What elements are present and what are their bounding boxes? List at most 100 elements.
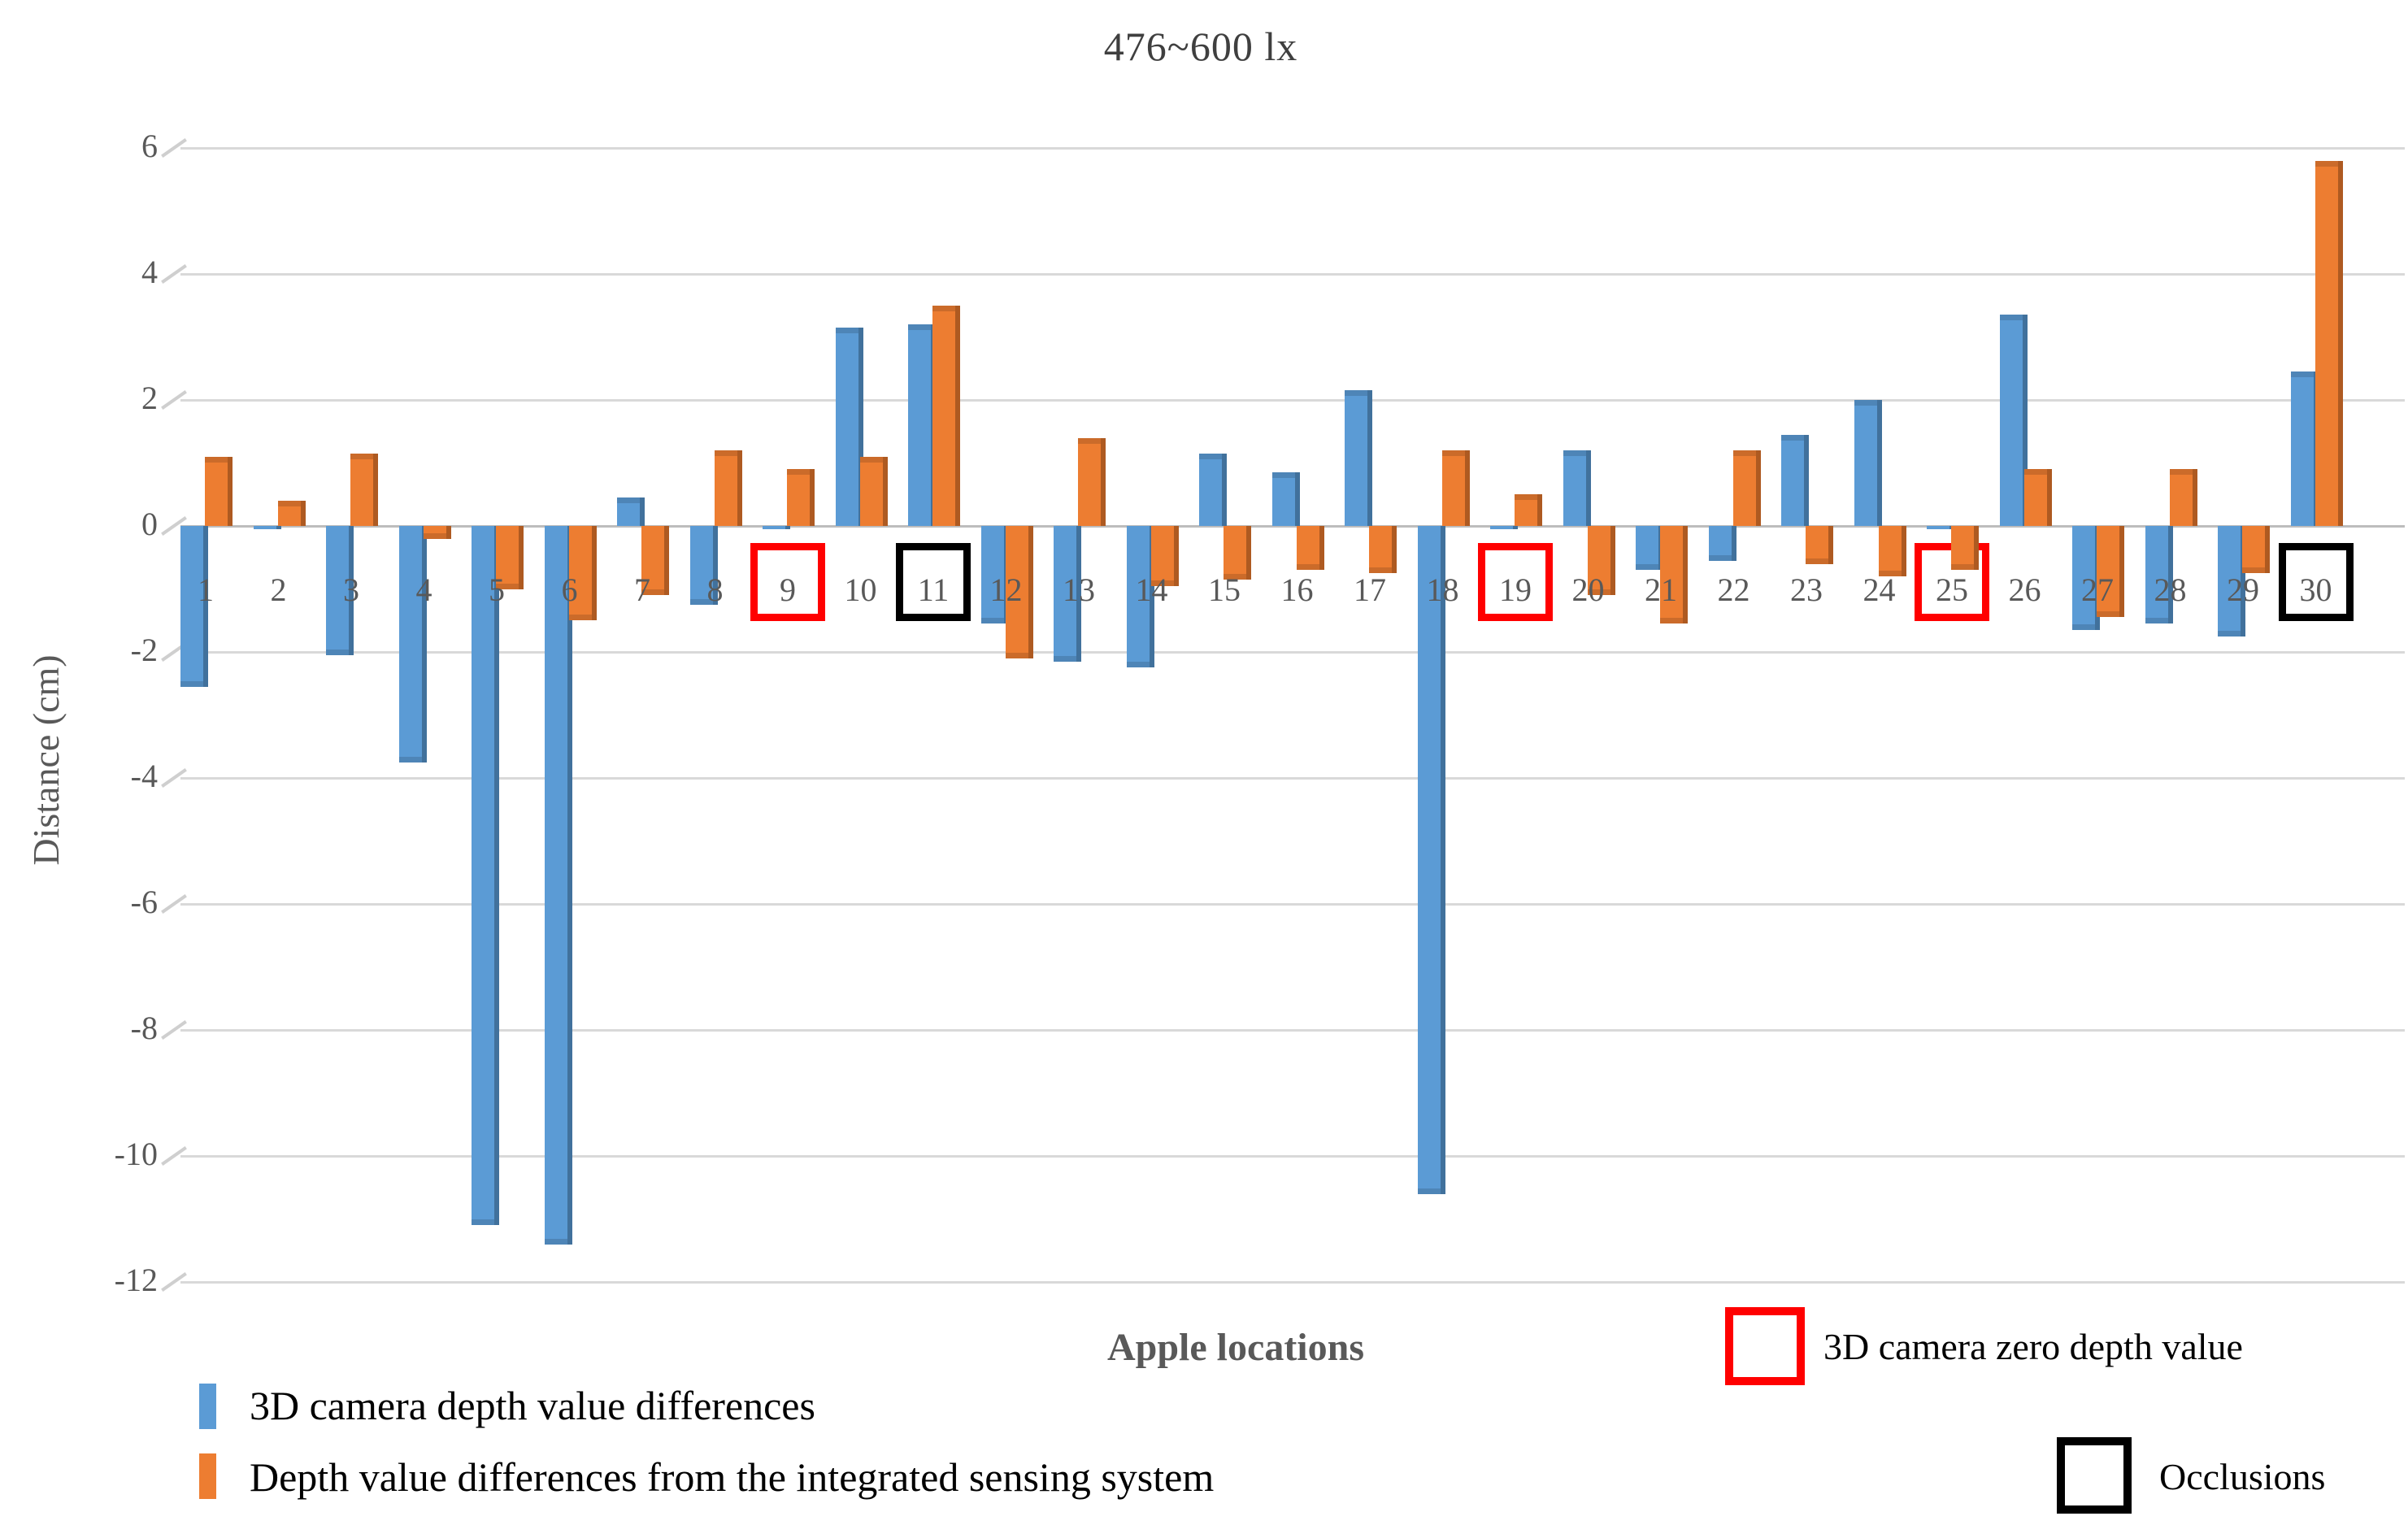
bar-cap	[1054, 655, 1076, 662]
y-tick-label: -6	[130, 884, 158, 920]
bar-cap	[326, 649, 349, 655]
bar	[544, 526, 572, 1245]
black-highlight-box	[2278, 543, 2354, 621]
bar-cap	[1999, 315, 2023, 321]
bar-cap	[2072, 623, 2095, 630]
bar	[1345, 390, 1372, 526]
bar	[1199, 453, 1227, 526]
bar-cap	[2218, 630, 2241, 637]
gridline	[180, 1029, 2405, 1032]
bar	[253, 526, 281, 529]
bar-cap	[205, 456, 228, 463]
x-tick-label: 22	[1717, 571, 1750, 608]
bar-cap	[2145, 618, 2168, 624]
x-tick-label: 9	[780, 571, 796, 608]
gridline	[180, 147, 2405, 150]
bar-cap	[472, 1219, 494, 1226]
bar-cap	[1854, 400, 1877, 406]
gridline	[180, 399, 2405, 402]
bar-cap	[617, 497, 640, 504]
bar-cap	[1441, 450, 1465, 456]
bar-cap	[2097, 611, 2119, 618]
bar	[1126, 526, 1154, 668]
x-tick-label: 29	[2227, 571, 2259, 608]
bar	[1417, 526, 1445, 1194]
x-tick-label: 24	[1863, 571, 1896, 608]
bar	[617, 497, 645, 526]
bar	[1854, 400, 1882, 526]
bar-cap	[2169, 469, 2193, 476]
chart-title: 476~600 lx	[1103, 24, 1298, 69]
bar-cap	[835, 327, 858, 333]
bar-cap	[1078, 437, 1101, 444]
y-tick-label: -4	[130, 758, 158, 794]
bar	[1563, 450, 1591, 526]
bar-cap	[544, 1238, 567, 1245]
black-box-legend-label: Occlusions	[2159, 1456, 2326, 1497]
x-tick-label: 3	[343, 571, 359, 608]
bar	[1369, 526, 1397, 574]
x-tick-label: 28	[2154, 571, 2187, 608]
bar	[1271, 472, 1300, 526]
bar	[1951, 526, 1979, 571]
y-tick-label: 6	[141, 128, 158, 164]
bar-cap	[277, 501, 301, 506]
x-tick-label: 5	[489, 571, 505, 608]
bar-cap	[1296, 564, 1319, 571]
bar-cap	[1732, 450, 1756, 456]
bar	[1296, 526, 1324, 571]
bar	[2290, 371, 2319, 526]
orange-series-legend-label: Depth value differences from the integra…	[250, 1454, 1215, 1500]
x-tick-label: 15	[1208, 571, 1241, 608]
gridline	[180, 651, 2405, 654]
bar	[326, 526, 354, 655]
x-tick-label: 13	[1063, 571, 1095, 608]
bar	[787, 469, 815, 526]
blue-series-swatch-icon	[199, 1384, 216, 1429]
bar-cap	[2290, 371, 2314, 378]
x-axis-title: Apple locations	[1106, 1326, 1365, 1369]
bar-cap	[1587, 589, 1610, 596]
gridline	[180, 903, 2405, 906]
x-tick-label: 18	[1426, 571, 1459, 608]
bar-cap	[1005, 652, 1028, 658]
bar-cap	[1271, 472, 1295, 479]
gridline	[180, 1155, 2405, 1158]
x-tick-label: 4	[415, 571, 432, 608]
bar-cap	[908, 324, 931, 330]
bar-cap	[1515, 494, 1537, 501]
red-highlight-box	[750, 543, 825, 621]
bar-cap	[859, 456, 883, 463]
bar-cap	[1951, 564, 1974, 571]
bar-cap	[568, 615, 592, 621]
bar	[1999, 315, 2028, 526]
red-box-legend-icon	[1725, 1307, 1805, 1385]
bar-cap	[496, 583, 519, 589]
bar	[1515, 494, 1542, 526]
bar	[641, 526, 669, 596]
bar-cap	[1806, 558, 1828, 564]
bar	[763, 526, 790, 529]
bar	[2023, 469, 2052, 526]
bar	[472, 526, 499, 1226]
y-tick-label: -2	[130, 632, 158, 668]
x-tick-label: 12	[989, 571, 1023, 608]
bar	[1927, 526, 1954, 529]
bar	[859, 456, 888, 526]
bar-cap	[423, 532, 446, 539]
bar	[1806, 526, 1833, 564]
bar	[1708, 526, 1736, 561]
bar	[1732, 450, 1761, 526]
gridline	[180, 273, 2405, 276]
x-tick-label: 7	[634, 571, 650, 608]
bar	[423, 526, 451, 539]
red-highlight-box	[1478, 543, 1553, 621]
black-highlight-box	[896, 543, 971, 621]
x-tick-label: 17	[1354, 571, 1386, 608]
bar	[835, 327, 863, 526]
bar	[2242, 526, 2270, 574]
blue-series-legend-label: 3D camera depth value differences	[250, 1383, 815, 1428]
bar	[1078, 437, 1106, 526]
bar-cap	[1563, 450, 1586, 456]
